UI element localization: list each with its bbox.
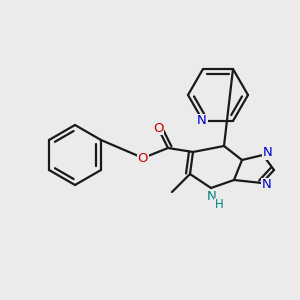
Text: H: H <box>214 199 224 212</box>
Text: O: O <box>138 152 148 164</box>
Text: O: O <box>153 122 163 134</box>
Text: N: N <box>263 146 273 160</box>
Text: N: N <box>262 178 272 191</box>
Text: N: N <box>197 115 207 128</box>
Text: N: N <box>207 190 217 203</box>
